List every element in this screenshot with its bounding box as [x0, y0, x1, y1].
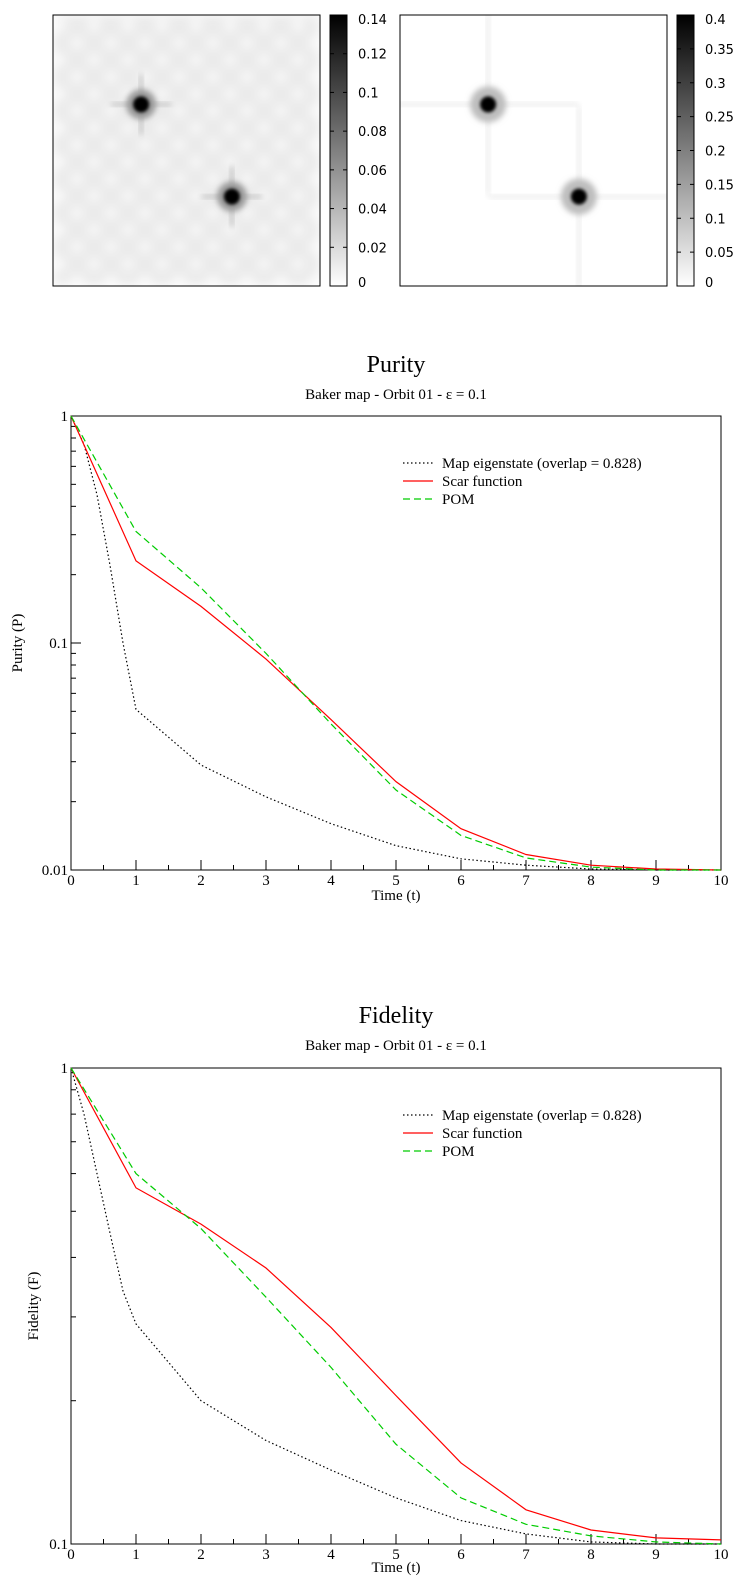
legend-label: POM: [442, 1144, 475, 1160]
fidelity-ylabel: Fidelity (F): [26, 1272, 42, 1341]
purity-xlabel: Time (t): [371, 888, 420, 904]
heatmap-2: [399, 14, 668, 287]
x-tick-label: 9: [652, 873, 660, 889]
x-tick-label: 5: [392, 873, 400, 889]
purity-subtitle: Baker map - Orbit 01 - ε = 0.1: [305, 387, 487, 403]
legend-label: Scar function: [442, 1126, 523, 1142]
colorbar-tick-label: 0.06: [358, 164, 387, 179]
colorbar-tick-label: 0.02: [358, 241, 387, 256]
purity-chart: Purity Baker map - Orbit 01 - ε = 0.1 0 1…: [10, 352, 729, 904]
series-line: [70, 415, 721, 871]
heatmap-peak: [400, 15, 579, 195]
heatmap-peak: [488, 106, 667, 286]
colorbar-tick-label: 0.1: [705, 212, 726, 227]
colorbar-tick-label: 0.14: [358, 13, 387, 28]
y-tick-label: 0.1: [49, 1537, 68, 1553]
colorbar-1: 0 0.02 0.04 0.06 0.08 0.1 0.12 0.14: [329, 13, 387, 291]
purity-ylabel: Purity (P): [10, 614, 26, 673]
series-line: [70, 1067, 721, 1545]
y-tick-label: 1: [61, 1061, 69, 1077]
x-tick-label: 4: [327, 1547, 335, 1563]
y-tick-label: 0.01: [42, 863, 68, 879]
y-tick-label: 0.1: [49, 636, 68, 652]
heatmap-1: [52, 14, 321, 287]
colorbar-tick-label: 0.15: [705, 178, 734, 193]
x-tick-label: 3: [262, 873, 270, 889]
x-tick-label: 7: [522, 873, 530, 889]
colorbar-tick-label: 0.05: [705, 246, 734, 261]
fidelity-title: Fidelity: [359, 1003, 434, 1029]
colorbar-tick-label: 0.35: [705, 43, 734, 58]
colorbar-tick-label: 0: [358, 276, 366, 291]
x-tick-label: 10: [714, 1547, 729, 1563]
x-tick-label: 8: [587, 1547, 595, 1563]
colorbar-tick-label: 0: [705, 276, 713, 291]
colorbar-tick-label: 0.3: [705, 77, 726, 92]
x-tick-label: 8: [587, 873, 595, 889]
x-tick-label: 9: [652, 1547, 660, 1563]
colorbar-tick-label: 0.2: [705, 145, 726, 160]
colorbar-tick-label: 0.04: [358, 203, 387, 218]
colorbar-tick-label: 0.12: [358, 48, 387, 63]
x-tick-label: 10: [714, 873, 729, 889]
x-tick-label: 6: [457, 1547, 465, 1563]
x-tick-label: 5: [392, 1547, 400, 1563]
x-tick-label: 3: [262, 1547, 270, 1563]
x-tick-label: 1: [132, 1547, 140, 1563]
series-line: [70, 1067, 722, 1545]
legend-label: Map eigenstate (overlap = 0.828): [442, 1108, 642, 1124]
x-tick-label: 0: [67, 1547, 75, 1563]
x-tick-label: 1: [132, 873, 140, 889]
x-tick-label: 2: [197, 873, 205, 889]
colorbar-2: 0 0.05 0.1 0.15 0.2 0.25 0.3 0.35 0.4: [676, 13, 734, 291]
heatmap-peak: [111, 74, 172, 135]
y-tick-label: 1: [61, 409, 69, 425]
legend-label: POM: [442, 492, 475, 508]
x-tick-label: 6: [457, 873, 465, 889]
x-tick-label: 4: [327, 873, 335, 889]
legend-label: Map eigenstate (overlap = 0.828): [442, 456, 642, 472]
legend-label: Scar function: [442, 474, 523, 490]
series-line: [70, 415, 721, 871]
series-line: [70, 415, 722, 871]
colorbar-tick-label: 0.1: [358, 86, 379, 101]
colorbar-tick-label: 0.08: [358, 125, 387, 140]
fidelity-xlabel: Time (t): [371, 1560, 420, 1576]
heatmap-peak: [201, 166, 262, 227]
series-line: [70, 1067, 722, 1541]
fidelity-chart: Fidelity Baker map - Orbit 01 - ε = 0.1 …: [26, 1003, 729, 1576]
x-tick-label: 0: [67, 873, 75, 889]
colorbar-tick-label: 0.25: [705, 111, 734, 126]
fidelity-subtitle: Baker map - Orbit 01 - ε = 0.1: [305, 1038, 487, 1054]
x-tick-label: 7: [522, 1547, 530, 1563]
purity-title: Purity: [367, 352, 426, 378]
colorbar-tick-label: 0.4: [705, 13, 726, 28]
x-tick-label: 2: [197, 1547, 205, 1563]
